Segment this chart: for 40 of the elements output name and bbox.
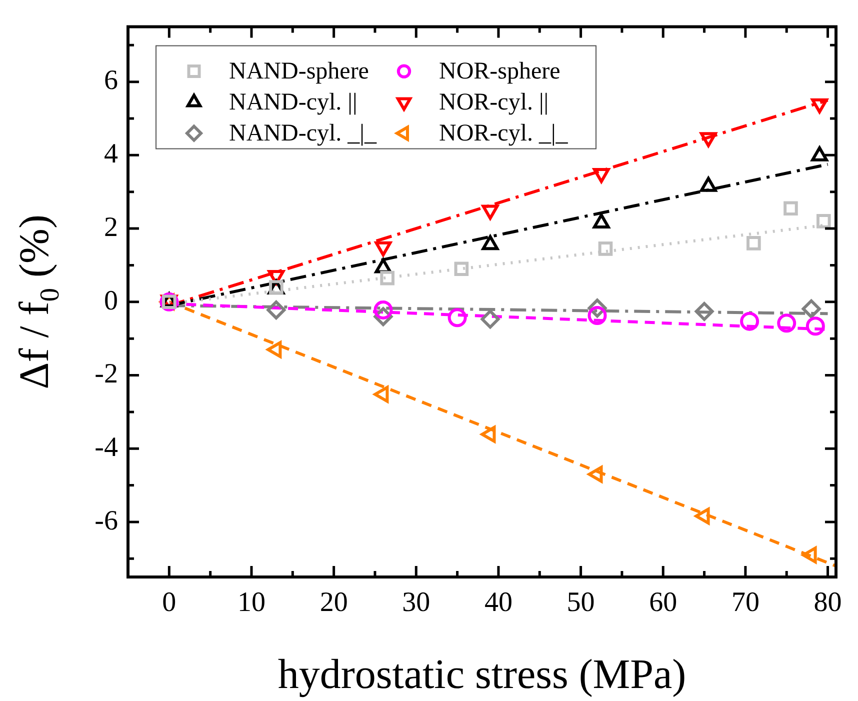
y-tick-label: 2: [104, 212, 118, 243]
point: [480, 310, 500, 329]
point: [694, 302, 714, 321]
point: [598, 242, 613, 256]
x-tick-label: 40: [484, 587, 512, 618]
x-axis-title: hydrostatic stress (MPa): [278, 652, 686, 698]
x-tick-label: 30: [402, 587, 430, 618]
y-axis-title: Δf / f0 (%): [12, 214, 64, 390]
point: [454, 262, 469, 276]
x-tick-label: 50: [566, 587, 595, 618]
legend-label: NOR-cyl. ||: [439, 90, 549, 116]
point: [448, 308, 467, 328]
x-tick-label: 70: [731, 587, 760, 618]
legend-label: NAND-cyl. _|_: [229, 120, 378, 147]
y-tick-label: 6: [104, 65, 118, 96]
point: [588, 306, 607, 325]
x-tick-label: 0: [162, 587, 176, 618]
point: [816, 214, 831, 228]
point: [380, 270, 394, 286]
point: [777, 314, 796, 333]
point: [784, 201, 798, 216]
point: [740, 312, 760, 331]
y-tick-label: -6: [94, 505, 118, 536]
x-tick-label: 60: [649, 587, 678, 618]
y-tick-label: -4: [94, 432, 118, 463]
x-tick-label: 80: [814, 587, 842, 618]
legend-label: NOR-sphere: [439, 58, 560, 85]
x-tick-label: 20: [320, 587, 348, 618]
legend-label: NAND-sphere: [229, 58, 369, 85]
point: [806, 316, 825, 336]
legend-label: NOR-cyl. _|_: [439, 120, 569, 147]
point: [266, 300, 286, 320]
y-tick-label: -2: [94, 358, 118, 390]
point: [802, 299, 821, 318]
legend-label: NAND-cyl. ||: [229, 90, 358, 116]
y-tick-label: 4: [104, 138, 118, 170]
y-tick-label: 0: [104, 285, 118, 316]
point: [374, 300, 393, 320]
x-tick-label: 10: [237, 587, 266, 618]
point: [746, 236, 761, 250]
